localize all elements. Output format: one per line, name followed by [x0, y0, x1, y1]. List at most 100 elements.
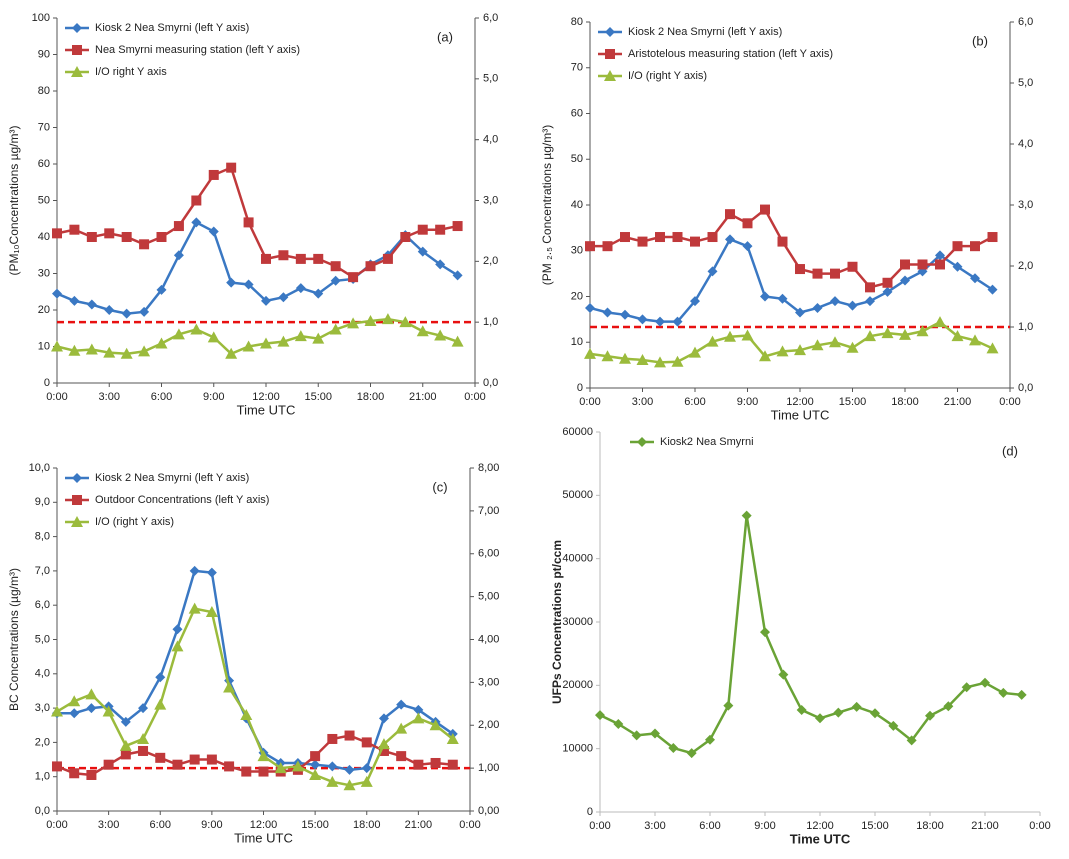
marker — [620, 232, 630, 243]
x-tick-label: 18:00 — [353, 819, 381, 831]
y2-tick-label: 2,00 — [478, 719, 499, 731]
x-tick-label: 18:00 — [357, 391, 385, 403]
marker — [295, 283, 306, 294]
y-tick-label: 4,0 — [35, 668, 50, 680]
x-tick-label: 21:00 — [944, 396, 972, 408]
marker — [313, 253, 324, 264]
marker — [86, 232, 97, 242]
marker — [723, 700, 734, 711]
marker — [899, 328, 911, 340]
x-tick-label: 12:00 — [252, 391, 280, 403]
marker — [413, 704, 424, 715]
marker — [52, 228, 62, 239]
marker — [811, 339, 824, 351]
marker — [85, 343, 98, 355]
legend-marker — [71, 516, 83, 527]
marker — [446, 732, 459, 744]
marker — [51, 340, 63, 352]
marker — [795, 264, 805, 275]
marker — [121, 232, 132, 242]
y2-tick-label: 0,0 — [483, 377, 498, 389]
legend-label: Kiosk2 Nea Smyrni — [660, 436, 754, 448]
marker — [585, 241, 595, 252]
legend-marker — [72, 23, 82, 33]
marker — [104, 228, 115, 239]
y-axis-label: UFPs Concentrations pt/ccm — [550, 540, 564, 704]
legend-marker — [71, 66, 83, 77]
marker — [900, 259, 910, 270]
marker — [103, 346, 116, 358]
x-tick-label: 0:00 — [589, 820, 610, 832]
y-tick-label: 50000 — [562, 489, 593, 501]
marker — [86, 769, 97, 780]
panel-annotation: (b) — [972, 33, 988, 48]
y-tick-label: 20 — [38, 304, 50, 316]
marker — [689, 346, 701, 358]
marker — [654, 356, 666, 368]
marker — [189, 754, 200, 765]
y-tick-label: 5,0 — [35, 633, 50, 645]
marker — [51, 705, 63, 717]
legend-marker — [637, 437, 647, 447]
x-tick-label: 21:00 — [405, 819, 433, 831]
marker — [312, 332, 325, 344]
marker — [601, 350, 614, 362]
legend-label: Aristotelous measuring station (left Y a… — [628, 48, 833, 60]
marker — [707, 266, 718, 277]
marker — [584, 347, 596, 359]
legend-label: I/O (right Y axis) — [95, 516, 174, 528]
marker — [207, 331, 220, 343]
marker — [417, 224, 428, 235]
marker — [309, 768, 322, 780]
x-tick-label: 18:00 — [891, 396, 919, 408]
marker — [870, 708, 880, 719]
marker — [120, 347, 133, 359]
x-tick-label: 6:00 — [151, 391, 172, 403]
marker — [68, 344, 81, 356]
marker — [1016, 689, 1027, 700]
marker — [987, 232, 998, 243]
marker — [847, 300, 858, 311]
marker — [330, 261, 341, 272]
marker — [724, 330, 736, 342]
marker — [851, 701, 862, 712]
marker — [313, 288, 324, 299]
marker — [970, 273, 980, 284]
marker — [970, 241, 980, 252]
marker — [906, 735, 917, 746]
marker — [102, 705, 115, 717]
marker — [257, 750, 270, 762]
series-line — [57, 569, 454, 772]
marker — [447, 759, 458, 770]
marker — [261, 253, 271, 264]
y2-tick-label: 3,00 — [478, 676, 499, 688]
y2-tick-label: 1,00 — [478, 762, 499, 774]
marker — [637, 236, 648, 247]
x-tick-label: 6:00 — [684, 396, 705, 408]
y2-tick-label: 2,0 — [483, 255, 498, 267]
marker — [206, 754, 217, 765]
marker — [378, 713, 389, 724]
marker — [864, 330, 876, 342]
legend-marker — [72, 495, 82, 505]
x-tick-label: 9:00 — [203, 391, 224, 403]
x-tick-label: 21:00 — [971, 820, 999, 832]
legend-label: Nea Smyrni measuring station (left Y axi… — [95, 44, 300, 56]
marker — [935, 259, 945, 270]
marker — [636, 353, 649, 365]
marker — [794, 344, 806, 356]
marker — [330, 275, 341, 286]
marker — [435, 259, 446, 270]
legend-marker — [605, 27, 615, 37]
y2-tick-label: 6,00 — [478, 548, 499, 560]
marker — [208, 226, 219, 237]
marker — [741, 510, 752, 521]
marker — [172, 624, 183, 635]
marker — [865, 282, 875, 293]
x-tick-label: 0:00 — [459, 819, 480, 831]
y2-tick-label: 1,0 — [1018, 321, 1033, 333]
y-tick-label: 20000 — [562, 679, 593, 691]
marker — [707, 232, 718, 243]
marker — [137, 732, 150, 744]
